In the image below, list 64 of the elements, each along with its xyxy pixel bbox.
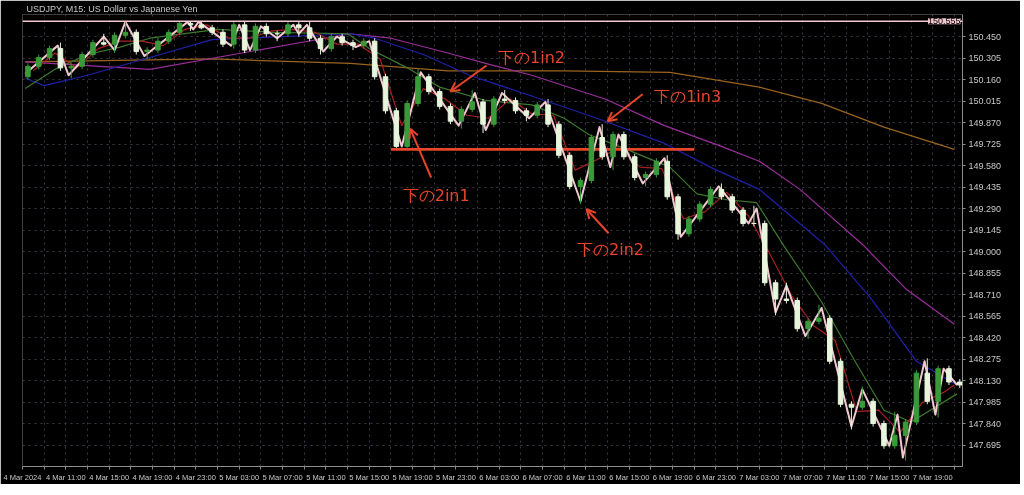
candlestick (621, 131, 627, 161)
y-tick-label: 148.855 (968, 268, 1002, 279)
candlestick (577, 177, 584, 205)
candlestick (707, 185, 714, 208)
candlestick (848, 400, 855, 430)
candlestick (426, 73, 432, 96)
candlestick (133, 28, 140, 56)
candlestick (696, 200, 703, 223)
candlestick (859, 385, 866, 411)
y-tick-label: 149.725 (968, 139, 1002, 150)
candlestick (946, 365, 952, 386)
y-tick-label: 149.580 (968, 160, 1002, 171)
candlestick (805, 317, 811, 340)
y-tick-label: 148.420 (968, 332, 1002, 343)
y-tick-label: 147.695 (968, 440, 1002, 451)
candlestick (686, 215, 692, 238)
candlestick (447, 102, 454, 125)
y-tick-label: 148.710 (968, 289, 1002, 300)
y-tick-label: 150.450 (968, 31, 1002, 42)
candlestick (545, 98, 551, 128)
candlestick (816, 304, 822, 325)
line-series (24, 33, 955, 325)
y-tick-label: 149.290 (968, 203, 1002, 214)
candlestick (610, 131, 616, 171)
candlestick (231, 21, 237, 50)
candlestick (306, 21, 313, 42)
annotation: 下の2in1 (402, 186, 470, 206)
candlestick (902, 418, 909, 462)
y-tick-label: 149.870 (968, 117, 1002, 128)
annotation: 下の1in3 (654, 86, 722, 106)
y-tick-label: 149.435 (968, 182, 1002, 193)
candlestick (144, 46, 150, 60)
candlestick (881, 420, 887, 450)
annotation: 下の1in2 (498, 48, 565, 68)
candlestick (480, 98, 486, 134)
candlestick (653, 157, 660, 179)
chart-title: USDJPY, M15: US Dollar vs Japanese Yen (26, 3, 198, 14)
candlestick (892, 411, 898, 450)
y-tick-label: 148.565 (968, 311, 1002, 322)
y-tick-label: 147.985 (968, 397, 1002, 408)
y-tick-label: 148.130 (968, 375, 1002, 386)
candlestick (772, 279, 779, 316)
candlestick (57, 42, 64, 72)
candlestick (631, 153, 638, 181)
candlestick (458, 105, 465, 130)
annotation: 下の2in2 (577, 239, 645, 259)
candlestick (599, 123, 605, 161)
y-tick-label: 148.275 (968, 354, 1002, 365)
candlestick (740, 206, 746, 227)
candlestick (252, 22, 259, 54)
candlestick (436, 88, 443, 110)
y-tick-label: 149.000 (968, 246, 1002, 257)
candlestick (783, 282, 790, 304)
candlestick (469, 89, 475, 113)
candlestick (870, 397, 876, 427)
candlestick (729, 193, 736, 214)
y-tick-label: 147.840 (968, 418, 1002, 429)
y-tick-label: 149.145 (968, 225, 1002, 236)
y-tick-label: 150.015 (968, 96, 1002, 107)
ref-line-label: 150.555 (927, 16, 961, 27)
candlestick (111, 31, 118, 54)
y-tick-label: 150.160 (968, 74, 1002, 85)
candlestick (350, 39, 356, 51)
y-tick-label: 150.305 (968, 53, 1002, 64)
